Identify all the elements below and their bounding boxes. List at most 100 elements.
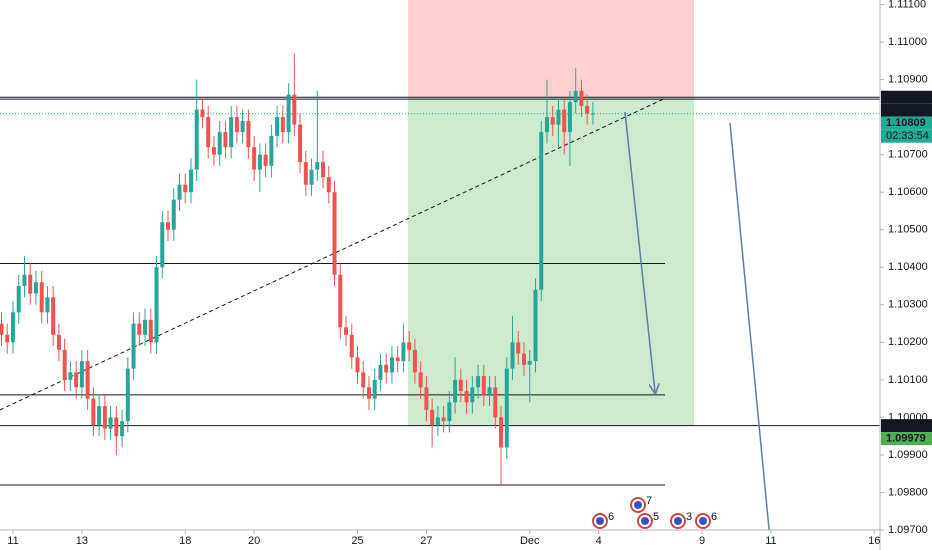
- event-count: 3: [686, 511, 692, 523]
- price-tag: [881, 116, 932, 130]
- y-tick-label: 1.10500: [888, 224, 928, 236]
- event-count: 6: [711, 511, 717, 523]
- candle-body: [522, 353, 527, 365]
- y-tick-label: 1.09800: [888, 486, 928, 498]
- candle-body: [131, 323, 136, 369]
- x-tick-label: 9: [699, 535, 705, 547]
- candle-body: [407, 342, 412, 350]
- x-tick-label: 11: [765, 535, 776, 547]
- candle-body: [464, 391, 469, 403]
- event-icon-inner: [634, 501, 642, 509]
- candle-body: [177, 184, 182, 200]
- candle-body: [562, 109, 567, 133]
- candle-body: [372, 379, 377, 399]
- candle-body: [166, 222, 171, 230]
- candle-body: [217, 132, 222, 155]
- candle-body: [412, 349, 417, 373]
- candle-body: [435, 417, 440, 425]
- y-tick-label: 1.10100: [888, 374, 928, 386]
- candle-body: [246, 120, 251, 148]
- y-tick-label: 1.10700: [888, 149, 928, 161]
- candle-body: [280, 117, 285, 133]
- candle-body: [85, 361, 90, 399]
- candle-body: [355, 357, 360, 373]
- candle-body: [458, 379, 463, 392]
- target-zone: [408, 97, 694, 426]
- arrows: [624, 111, 770, 530]
- candle-body: [487, 387, 492, 395]
- candle-body: [114, 417, 119, 437]
- candle-body: [28, 274, 33, 294]
- x-tick-label: 20: [248, 535, 260, 547]
- candle-body: [45, 297, 50, 313]
- x-tick-label: 16: [868, 535, 880, 547]
- candle-body: [137, 323, 142, 335]
- plot-back: [0, 0, 880, 486]
- price-tag: [881, 432, 932, 446]
- candle-body: [240, 120, 245, 133]
- candle-body: [51, 297, 56, 335]
- candle-body: [148, 319, 153, 343]
- candle-body: [556, 109, 561, 125]
- y-tick-label: 1.11100: [888, 0, 926, 10]
- candle-body: [275, 117, 280, 136]
- candle-body: [68, 372, 73, 380]
- candle-body: [102, 406, 107, 429]
- candle-body: [263, 154, 268, 166]
- candle-body: [120, 421, 125, 437]
- candle-body: [223, 132, 228, 148]
- candle-body: [361, 372, 366, 388]
- candle-body: [447, 402, 452, 422]
- stop-zone: [408, 0, 694, 98]
- candle-body: [579, 90, 584, 106]
- candle-body: [292, 94, 297, 125]
- x-tick-label: 18: [179, 535, 191, 547]
- candle-body: [332, 192, 337, 275]
- candle-body: [424, 387, 429, 410]
- candle-body: [481, 376, 486, 395]
- candle-body: [194, 109, 199, 170]
- candle-body: [590, 113, 595, 115]
- candle-body: [183, 184, 188, 193]
- plot-marks: 6 75 3 6: [0, 53, 717, 529]
- candle-body: [401, 342, 406, 362]
- arrow: [729, 122, 770, 530]
- candle-body: [395, 357, 400, 362]
- time-axis-bg: [0, 530, 880, 550]
- candle-body: [56, 334, 61, 350]
- candle-body: [257, 154, 262, 170]
- price-tag: [881, 419, 932, 433]
- candle-body: [470, 387, 475, 403]
- candle-body: [510, 342, 515, 369]
- candle-body: [229, 117, 234, 148]
- candle-body: [344, 327, 349, 335]
- candle-body: [567, 102, 572, 133]
- y-tick-label: 1.09700: [888, 524, 928, 536]
- candle-body: [91, 398, 96, 425]
- y-tick-label: 1.10300: [888, 299, 928, 311]
- candle-body: [533, 289, 538, 362]
- y-tick-label: 1.10200: [888, 336, 928, 348]
- candle-body: [16, 286, 21, 313]
- candle-body: [321, 162, 326, 178]
- candle-body: [62, 349, 67, 380]
- candle-body: [252, 147, 257, 170]
- candle-body: [108, 417, 113, 429]
- y-tick-label: 1.10400: [888, 261, 928, 273]
- candle-body: [143, 319, 148, 335]
- x-tick-label: 27: [420, 535, 432, 547]
- candle-body: [33, 282, 38, 294]
- candle-body: [79, 361, 84, 388]
- event-icon-inner: [641, 517, 649, 525]
- candle-body: [160, 222, 165, 268]
- candle-body: [234, 117, 239, 133]
- candle-body: [39, 282, 44, 313]
- candle-body: [338, 274, 343, 328]
- candle-body: [527, 361, 532, 365]
- candle-body: [315, 162, 320, 170]
- x-tick-label: 11: [7, 535, 18, 547]
- candle-body: [493, 387, 498, 418]
